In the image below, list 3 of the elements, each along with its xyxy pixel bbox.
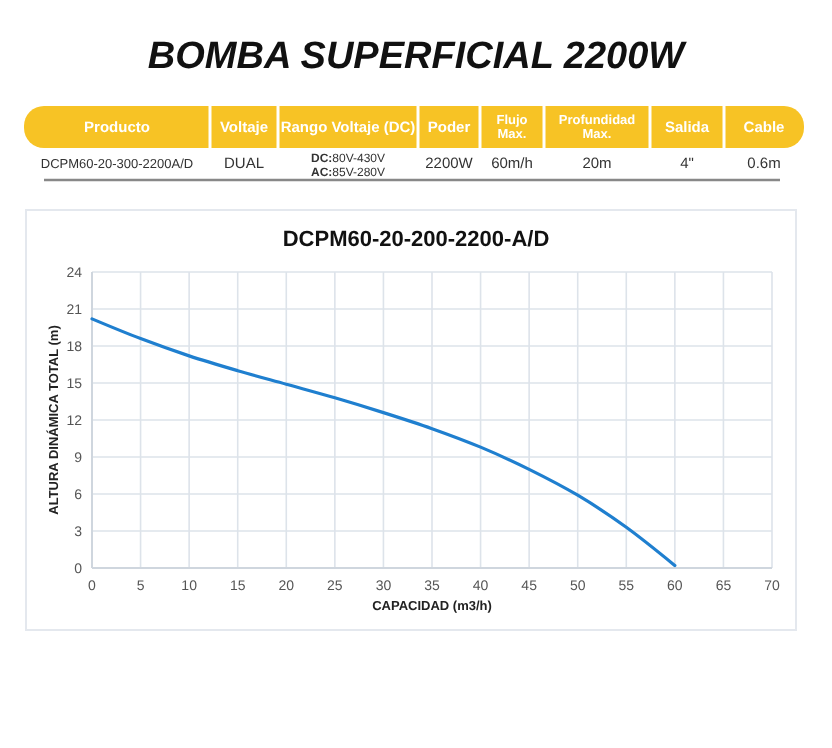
line-series (90, 317, 677, 568)
text: BOMBA SUPERFICIAL 2200W (147, 36, 689, 78)
chart-title: DCPM60-20-200-2200-A/D (282, 228, 550, 252)
